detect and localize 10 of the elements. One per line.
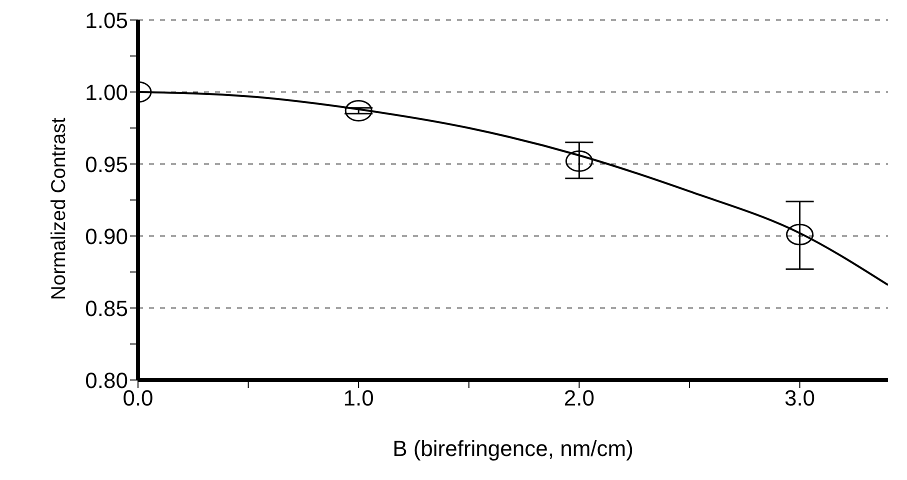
x-tick-label: 2.0 [564, 386, 594, 411]
y-tick-label: 1.00 [85, 80, 128, 105]
y-tick-label: 0.90 [85, 224, 128, 249]
y-tick-label: 1.05 [85, 8, 128, 33]
x-tick-label: 3.0 [784, 386, 816, 411]
y-tick-label: 0.95 [85, 152, 128, 177]
y-tick-label: 0.85 [85, 296, 128, 321]
y-axis-title: Normalized Contrast [48, 117, 70, 300]
x-axis-title: B (birefringence, nm/cm) [392, 436, 634, 461]
x-tick-label: 1.0 [343, 386, 374, 411]
